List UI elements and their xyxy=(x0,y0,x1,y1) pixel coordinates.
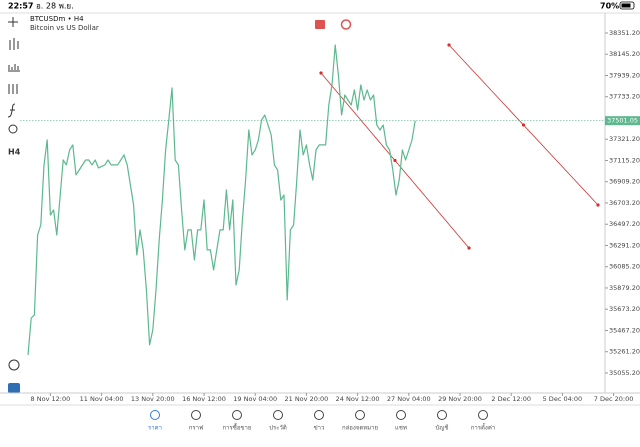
trade-icon[interactable] xyxy=(315,20,325,29)
x-tick-label: 2 Dec 12:00 xyxy=(491,395,531,403)
x-tick-label: 27 Nov 04:00 xyxy=(387,395,431,403)
chart-subtitle: Bitcoin vs US Dollar xyxy=(30,24,99,32)
current-price-tag xyxy=(605,116,640,126)
nav-icon[interactable] xyxy=(314,410,324,420)
nav-icon[interactable] xyxy=(232,410,242,420)
battery-level xyxy=(621,3,631,8)
trend-handle[interactable] xyxy=(393,158,397,163)
y-tick-label: 37321.20 xyxy=(609,135,640,143)
status-battery: 70% xyxy=(600,2,619,11)
trend-handle[interactable] xyxy=(467,246,471,250)
nav-icon[interactable] xyxy=(478,410,488,420)
trend-handle[interactable] xyxy=(521,123,526,127)
nav-icon[interactable] xyxy=(273,410,283,420)
nav-icon[interactable] xyxy=(437,410,447,420)
y-tick-label: 36291.20 xyxy=(609,241,640,249)
nav-icon[interactable] xyxy=(191,410,201,420)
y-tick-label: 35467.20 xyxy=(609,326,640,334)
refresh-icon[interactable] xyxy=(340,19,352,30)
trade-button[interactable] xyxy=(8,383,20,393)
x-tick-label: 5 Dec 04:00 xyxy=(543,395,583,403)
nav-label[interactable]: แชท xyxy=(395,425,407,432)
nav-icon[interactable] xyxy=(396,410,406,420)
trend-handle[interactable] xyxy=(596,203,600,207)
y-tick-label: 35879.20 xyxy=(609,284,640,292)
battery-icon xyxy=(619,1,635,10)
y-tick-label: 35261.20 xyxy=(609,348,640,356)
nav-label[interactable]: การตั้งค่า xyxy=(471,422,495,432)
x-tick-label: 16 Nov 12:00 xyxy=(182,395,226,403)
nav-label[interactable]: ประวัติ xyxy=(269,425,287,432)
nav-label[interactable]: กล่องจดหมาย xyxy=(342,425,378,432)
y-tick-label: 35673.20 xyxy=(609,305,640,313)
nav-icon[interactable] xyxy=(150,410,160,420)
current-price-label: 37501.05 xyxy=(607,117,638,125)
y-tick-label: 37939.20 xyxy=(609,71,640,79)
left-toolbar xyxy=(7,17,20,134)
x-tick-label: 19 Nov 04:00 xyxy=(233,395,277,403)
status-time: 22:57 xyxy=(8,2,33,11)
trend-handle[interactable] xyxy=(447,43,451,47)
nav-label[interactable]: บัญชี xyxy=(436,424,449,432)
y-tick-label: 38351.20 xyxy=(609,29,640,37)
x-tick-label: 8 Nov 12:00 xyxy=(31,395,71,403)
x-tick-label: 29 Nov 20:00 xyxy=(438,395,482,403)
y-tick-label: 38145.20 xyxy=(609,50,640,58)
y-tick-label: 36703.20 xyxy=(609,199,640,207)
x-tick-label: 21 Nov 20:00 xyxy=(284,395,328,403)
function-tool[interactable] xyxy=(7,103,16,118)
price-line xyxy=(27,44,416,355)
indicators-tool[interactable] xyxy=(8,84,18,94)
y-tick-label: 35055.20 xyxy=(609,369,640,377)
y-tick-label: 36085.20 xyxy=(609,263,640,271)
zoom-tool[interactable] xyxy=(8,359,20,371)
volume-tool[interactable] xyxy=(8,64,20,72)
timeframe-button[interactable]: H4 xyxy=(8,148,21,157)
nav-label[interactable]: การซื้อขาย xyxy=(223,422,252,432)
y-tick-label: 37115.20 xyxy=(609,156,640,164)
y-tick-label: 36909.20 xyxy=(609,178,640,186)
chart-title: BTCUSDm • H4 xyxy=(30,15,84,23)
crosshair-tool[interactable] xyxy=(8,17,18,27)
nav-label[interactable]: ข่าว xyxy=(314,425,325,432)
objects-tool[interactable] xyxy=(8,124,18,134)
x-tick-label: 11 Nov 04:00 xyxy=(80,395,124,403)
nav-icon[interactable] xyxy=(355,410,365,420)
trend-handle[interactable] xyxy=(319,71,323,75)
y-tick-label: 36497.20 xyxy=(609,220,640,228)
nav-label[interactable]: ราคา xyxy=(148,425,162,432)
y-tick-label: 37733.20 xyxy=(609,93,640,101)
x-tick-label: 13 Nov 20:00 xyxy=(131,395,175,403)
candles-tool[interactable] xyxy=(9,38,19,50)
nav-label[interactable]: กราฟ xyxy=(189,425,203,432)
status-date: อ. 28 พ.ย. xyxy=(36,2,74,11)
x-tick-label: 24 Nov 12:00 xyxy=(336,395,380,403)
x-tick-label: 7 Dec 20:00 xyxy=(594,395,634,403)
